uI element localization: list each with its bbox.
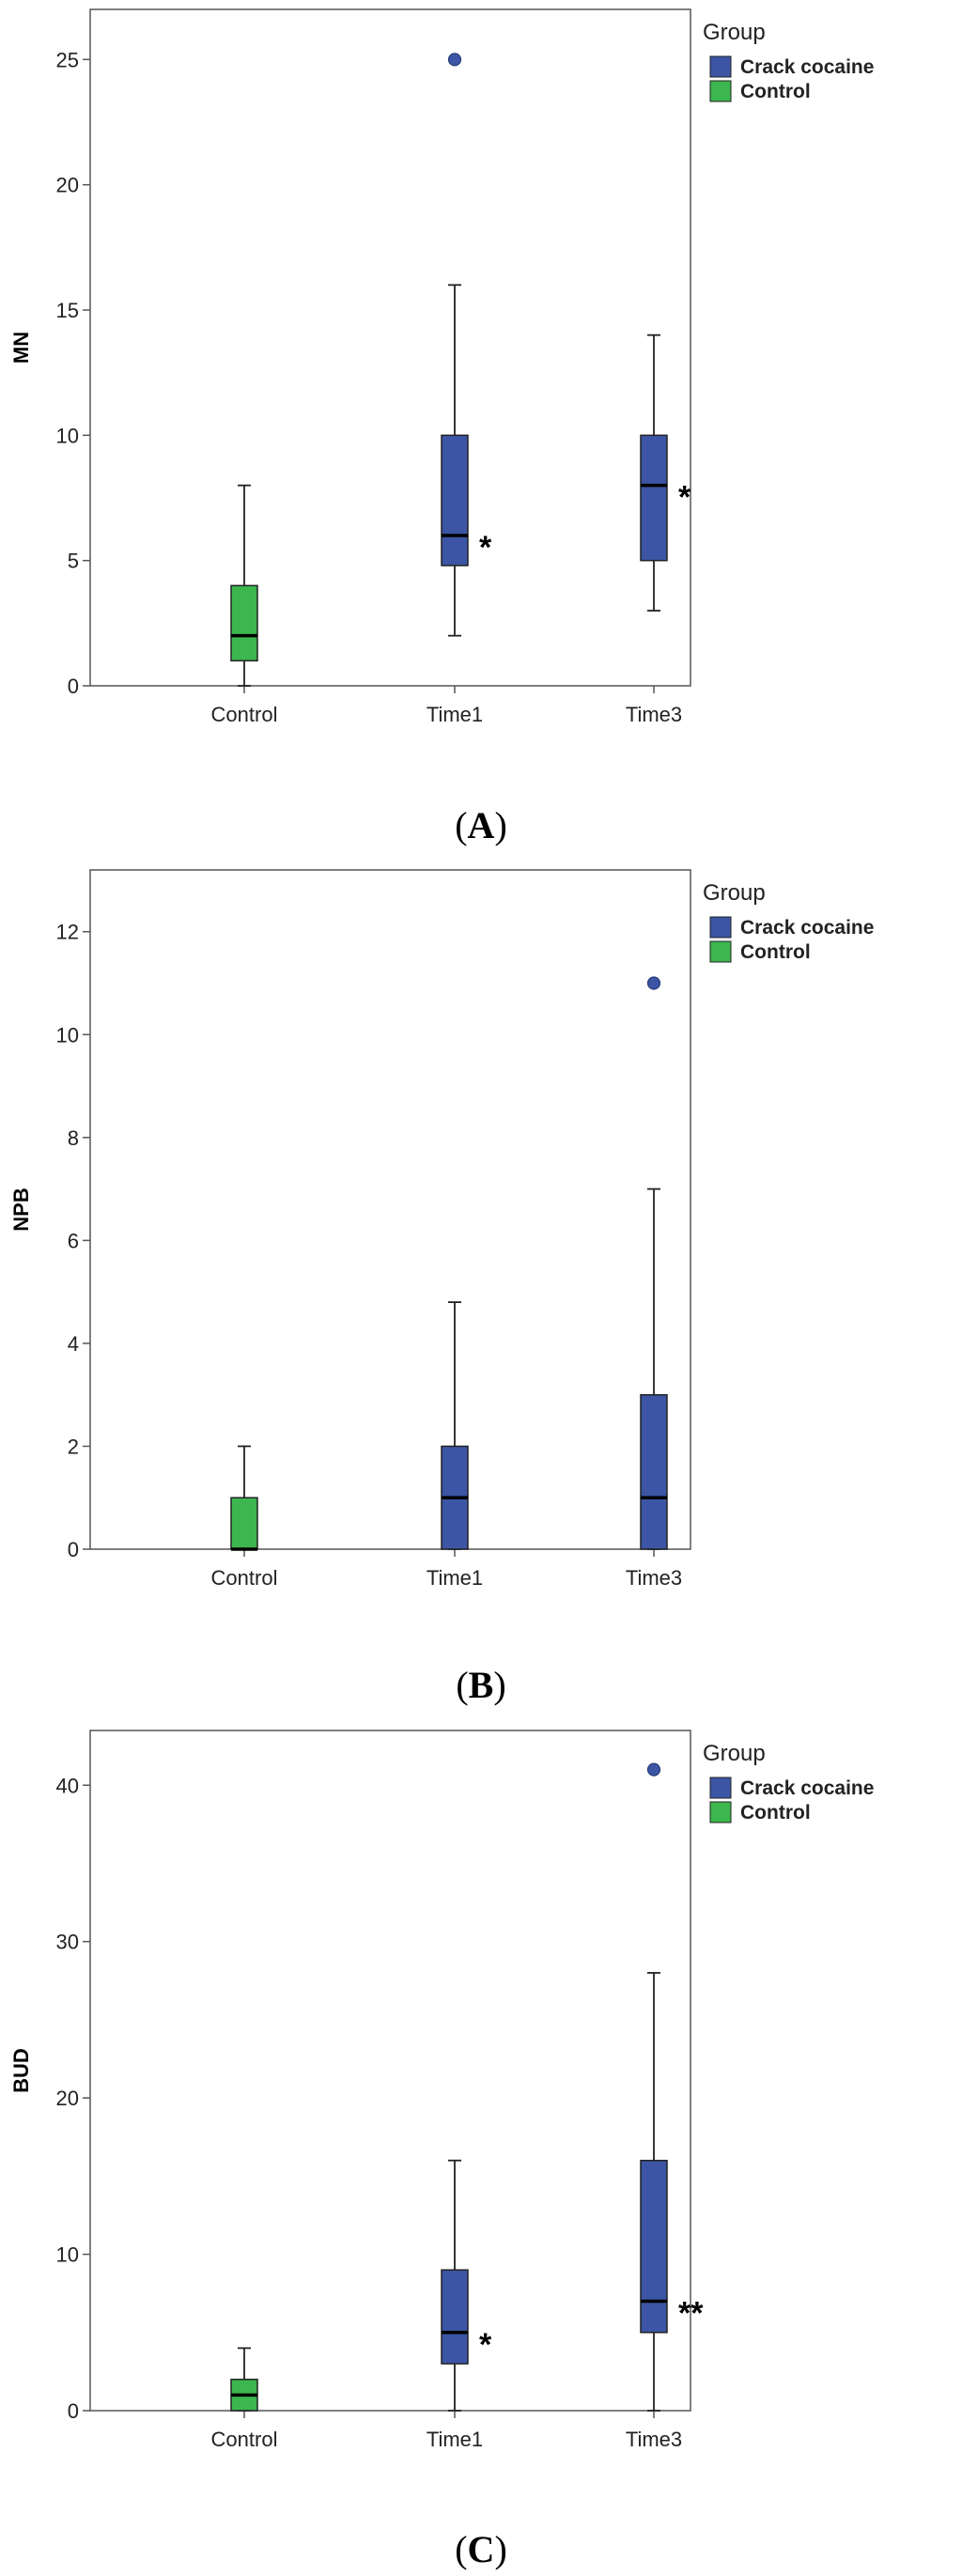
outlier-point [646,976,661,990]
y-tick-label: 2 [68,1435,79,1458]
y-tick-label: 0 [68,2399,79,2423]
y-axis-label: MN [9,332,33,364]
y-tick-label: 12 [56,921,79,944]
x-tick-label: Time1 [427,2428,483,2451]
y-tick-label: 25 [56,48,79,71]
chart-a: 0 5 10 15 20 25 Control Time1 Time3 MN * * Group Crac… [9,8,874,726]
panel-caption-b: (B) [456,1664,506,1706]
plot-area [89,8,691,687]
y-tick-label: 6 [68,1229,79,1252]
panel-label-a: A [467,804,495,846]
outlier-point [447,53,462,67]
x-tick-label: Control [211,703,278,726]
y-tick-label: 10 [56,424,79,447]
panel-a: 0 5 10 15 20 25 Control Time1 Time3 MN * * Group Crac… [0,0,962,846]
legend-swatch [709,940,732,963]
y-tick-label: 30 [56,1931,79,1954]
legend-entry: Control [740,81,811,102]
legend-title: Group [703,880,766,906]
y-tick-label: 5 [68,550,79,573]
panel-label-b: B [468,1664,494,1706]
outlier-point [646,1762,661,1777]
legend-entry: Control [740,941,811,963]
y-tick-label: 40 [56,1774,79,1797]
legend-entry: Crack cocaine [740,56,874,78]
y-tick-label: 10 [56,2243,79,2267]
significance-marker: * [479,2327,492,2363]
y-tick-label: 20 [56,2087,79,2110]
significance-marker: * [678,480,691,516]
box [441,434,469,566]
box [441,2269,469,2365]
panel-label-c: C [467,2528,495,2570]
legend-swatch [709,55,732,78]
legend-title: Group [703,20,766,45]
y-tick-label: 0 [68,675,79,698]
legend-entry: Control [740,1802,811,1823]
box [230,1497,258,1550]
significance-marker: ** [678,2295,704,2331]
x-tick-label: Control [211,2428,278,2451]
y-tick-label: 8 [68,1126,79,1150]
legend-swatch [709,80,732,102]
y-axis-label: BUD [9,2048,33,2093]
y-tick-label: 15 [56,299,79,322]
chart-b: 0 2 4 6 8 10 12 Control Time1 Time3 NPB Group Crack … [9,869,874,1590]
legend-entry: Crack cocaine [740,1777,874,1799]
x-tick-label: Control [211,1566,278,1590]
y-tick-label: 0 [68,1538,79,1561]
legend-swatch [709,916,732,939]
x-tick-label: Time1 [427,703,483,726]
box [640,434,668,562]
x-tick-label: Time3 [626,2428,682,2451]
panel-caption-c: (C) [455,2528,507,2570]
y-tick-label: 10 [56,1023,79,1047]
legend-swatch [709,1777,732,1799]
box [230,584,258,662]
plot-area [89,1730,691,2412]
y-tick-label: 4 [68,1332,79,1356]
box [640,2159,668,2334]
plot-area [89,869,691,1550]
significance-marker: * [479,530,492,566]
panel-caption-a: (A) [455,804,507,846]
panel-b: 0 2 4 6 8 10 12 Control Time1 Time3 NPB Group Crack … [9,869,874,1706]
y-tick-label: 20 [56,174,79,197]
legend-title: Group [703,1741,766,1766]
y-axis-label: NPB [9,1187,33,1231]
box [640,1393,668,1550]
legend-entry: Crack cocaine [740,917,874,939]
x-tick-label: Time1 [427,1566,483,1590]
x-tick-label: Time3 [626,1566,682,1590]
x-tick-label: Time3 [626,703,682,726]
legend-swatch [709,1801,732,1823]
